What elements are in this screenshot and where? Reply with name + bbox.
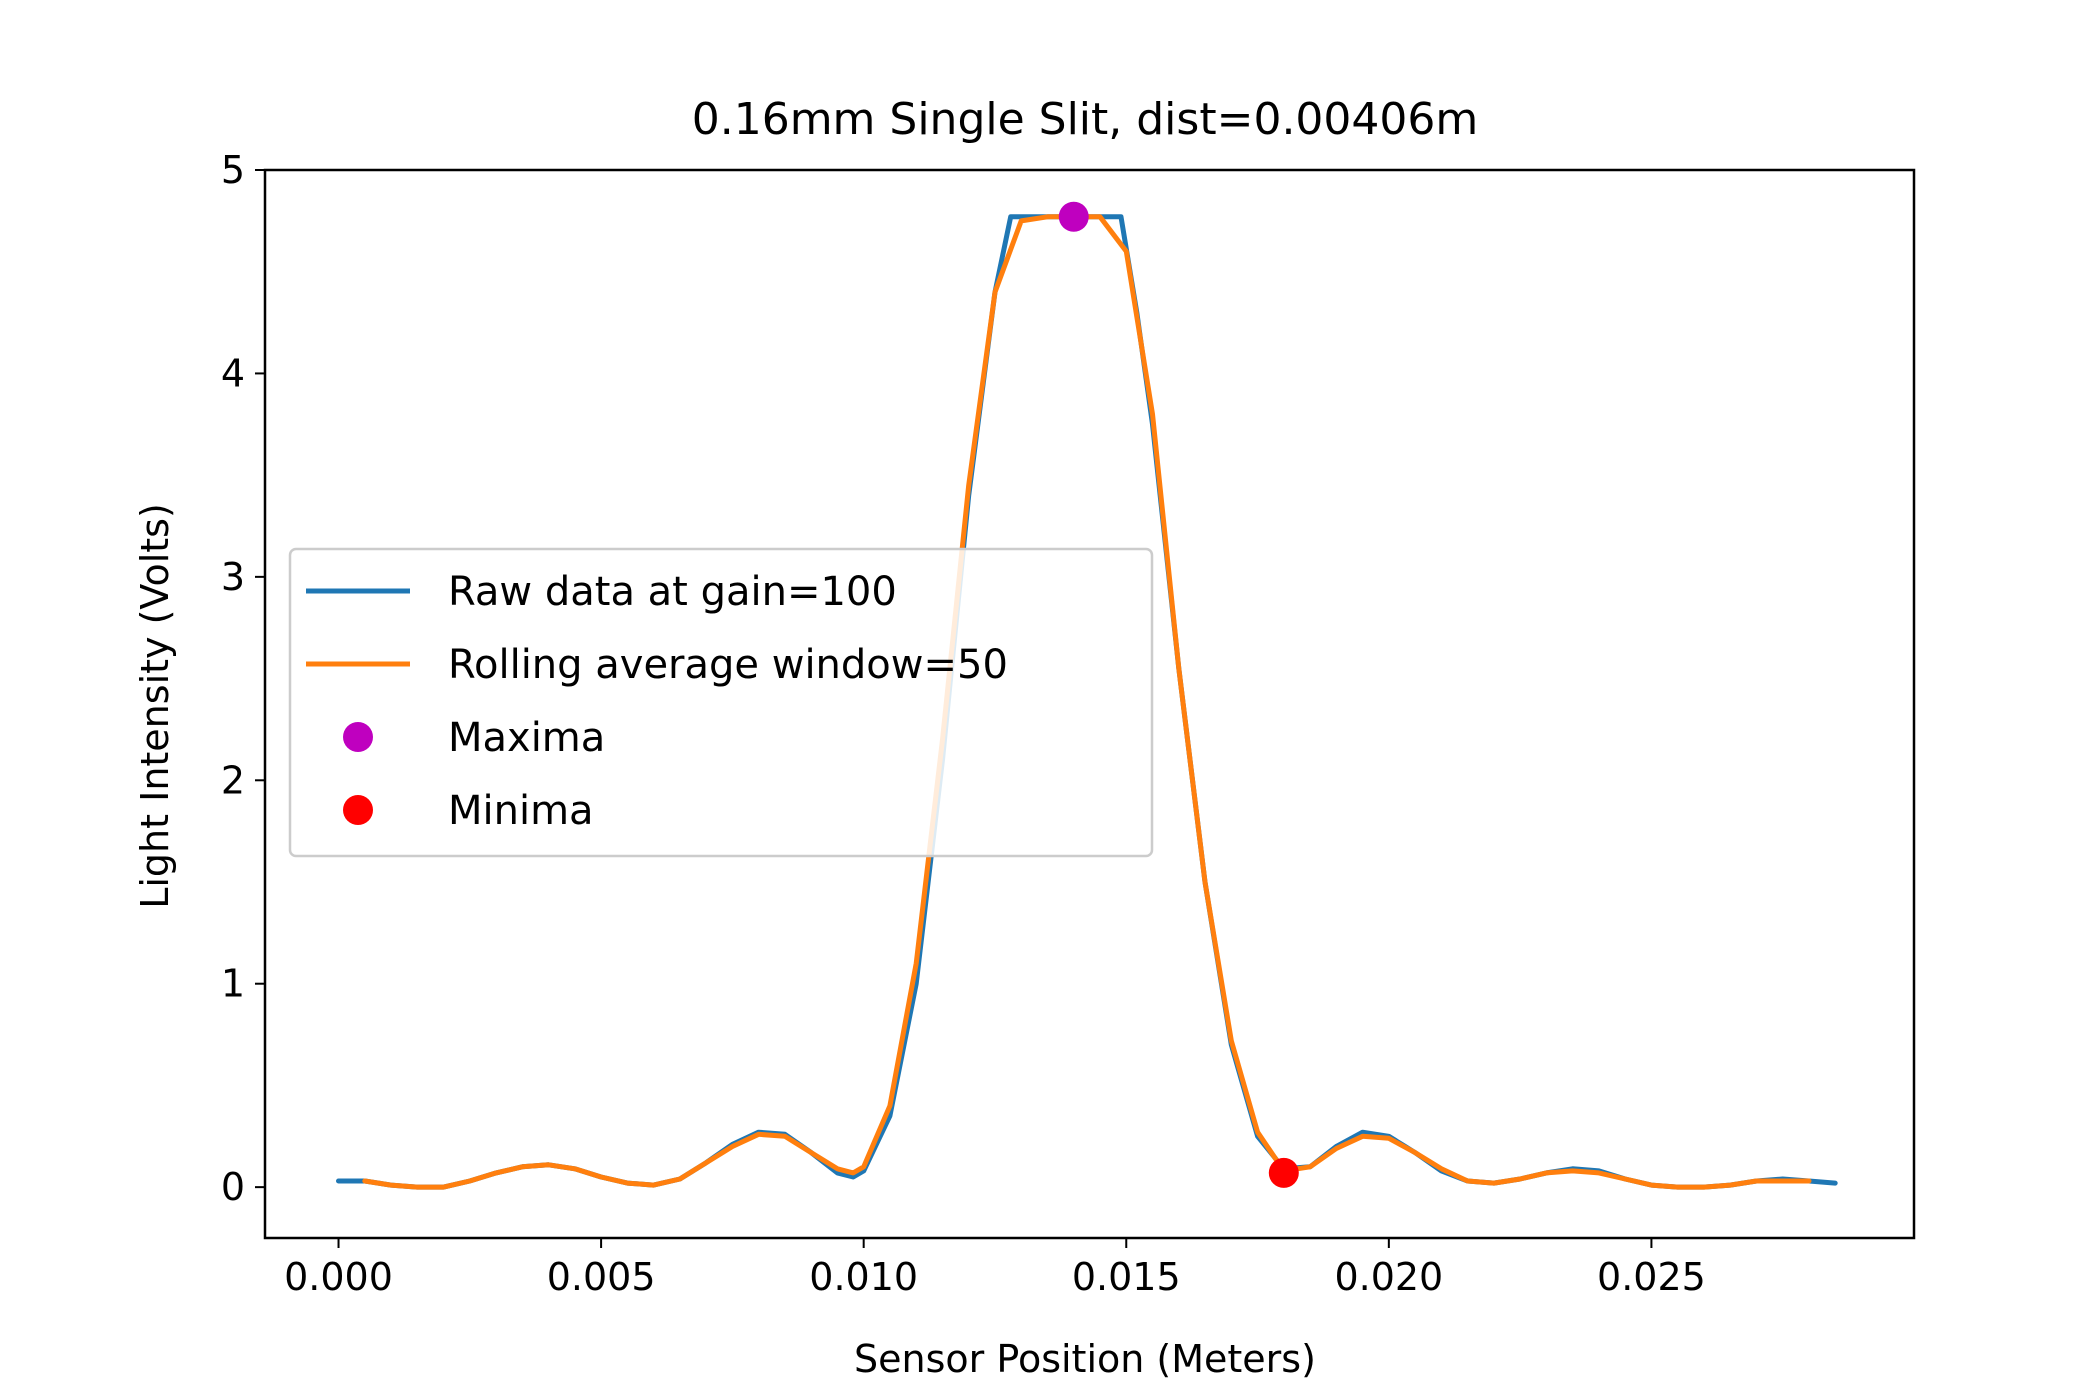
legend-swatch bbox=[343, 795, 373, 825]
legend: Raw data at gain=100 Rolling average wind… bbox=[288, 547, 1154, 858]
x-axis-label: Sensor Position (Meters) bbox=[854, 1337, 1316, 1381]
point-minima bbox=[1268, 1157, 1299, 1188]
x-tick-label: 0.020 bbox=[1334, 1255, 1443, 1299]
chart-title: 0.16mm Single Slit, dist=0.00406m bbox=[692, 94, 1479, 145]
legend-label: Maxima bbox=[448, 715, 605, 761]
y-tick-label: 3 bbox=[221, 555, 245, 599]
legend-label: Rolling average window=50 bbox=[448, 642, 1008, 688]
legend-label: Minima bbox=[448, 788, 594, 834]
legend-swatch bbox=[343, 722, 373, 752]
x-tick-label: 0.015 bbox=[1072, 1255, 1181, 1299]
x-tick-label: 0.000 bbox=[284, 1255, 393, 1299]
y-tick-label: 2 bbox=[221, 758, 245, 802]
point-maxima bbox=[1058, 201, 1089, 232]
y-axis-ticks: 0 1 2 3 4 5 bbox=[221, 148, 265, 1209]
x-tick-label: 0.010 bbox=[809, 1255, 918, 1299]
x-axis-ticks: 0.000 0.005 0.010 0.015 0.020 0.025 bbox=[284, 1238, 1706, 1299]
y-tick-label: 0 bbox=[221, 1165, 245, 1209]
legend-box bbox=[288, 547, 1154, 858]
axes-frame bbox=[263, 168, 1916, 1240]
plot-area bbox=[263, 168, 1916, 1240]
y-tick-label: 1 bbox=[221, 962, 245, 1006]
x-tick-label: 0.005 bbox=[547, 1255, 656, 1299]
y-axis-label: Light Intensity (Volts) bbox=[133, 503, 177, 909]
legend-label: Raw data at gain=100 bbox=[448, 569, 897, 615]
x-tick-label: 0.025 bbox=[1597, 1255, 1706, 1299]
y-tick-label: 4 bbox=[221, 351, 245, 395]
y-tick-label: 5 bbox=[221, 148, 245, 192]
